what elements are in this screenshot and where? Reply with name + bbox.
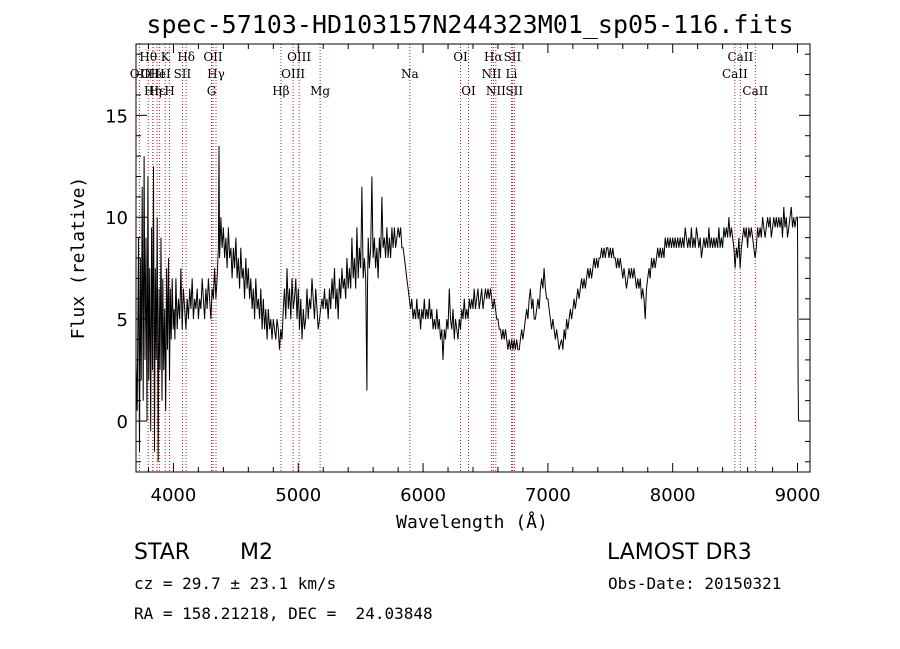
spectral-line-label: CaII: [722, 67, 748, 81]
spectral-line-label: NII: [486, 84, 506, 98]
spectral-line-label: Li: [506, 67, 518, 81]
y-tick-label: 0: [117, 412, 128, 433]
spectrum-series-line: [135, 145, 799, 462]
x-tick-label: 5000: [275, 485, 321, 506]
spectral-line-label: OI: [461, 84, 476, 98]
spectral-line-label: OIII: [281, 67, 305, 81]
spectral-line-label: Hε: [149, 84, 166, 98]
y-tick-label: 15: [105, 106, 128, 127]
spectral-line-label: G: [207, 84, 217, 98]
plot-frame: [135, 43, 811, 473]
survey-name: LAMOST DR3: [607, 540, 752, 565]
spectral-line-label: OI: [453, 50, 468, 64]
x-axis-label: Wavelength (Å): [396, 511, 548, 533]
x-tick-label: 6000: [400, 485, 446, 506]
spectral-line-label: CaII: [742, 84, 768, 98]
x-tick-label: 7000: [525, 485, 571, 506]
spectral-line-label: Hδ: [177, 50, 195, 64]
x-tick-label: 4000: [151, 485, 197, 506]
spectral-line-label: K: [161, 50, 171, 64]
y-axis-label: Flux (relative): [68, 177, 89, 340]
spectral-line-label: H: [164, 84, 174, 98]
spectral-line-label: Mg: [310, 84, 330, 98]
coordinates-text: RA = 158.21218, DEC = 24.03848: [134, 604, 433, 623]
y-tick-label: 10: [105, 208, 128, 229]
spectral-line-label: SII: [174, 67, 192, 81]
spectral-line-label: Na: [401, 67, 419, 81]
x-tick-label: 8000: [650, 485, 696, 506]
chart-title: spec-57103-HD103157N244323M01_sp05-116.f…: [146, 10, 793, 39]
spectral-line-label: NII: [481, 67, 501, 81]
spectral-line-label: SII: [504, 50, 522, 64]
object-subclass: M2: [240, 540, 273, 565]
object-class: STAR: [134, 540, 191, 565]
spectral-line-label: Hη: [144, 84, 162, 98]
x-tick-label: 9000: [775, 485, 821, 506]
spectral-line-label: Hγ: [207, 67, 225, 81]
spectral-line-label: OIII: [287, 50, 311, 64]
x-axis-ticks: 4000 5000 6000 7000 8000 9000: [147, 44, 821, 506]
spectral-line-label: OIII: [141, 67, 165, 81]
y-axis-ticks: 0 5 10 15: [105, 53, 810, 463]
spectral-line-label: OII: [203, 50, 223, 64]
redshift-text: cz = 29.7 ± 23.1 km/s: [134, 574, 337, 593]
spectral-line-label: CaII: [727, 50, 753, 64]
spectral-line-label: Hθ: [139, 50, 157, 64]
spectral-line-label: Hβ: [272, 84, 289, 98]
spectral-line-label: SII: [505, 84, 523, 98]
spectral-line-label: HeI: [148, 67, 171, 81]
obs-date-text: Obs-Date: 20150321: [608, 574, 782, 593]
spectral-line-label: OII: [130, 67, 150, 81]
spectral-line-label: Hα: [484, 50, 503, 64]
y-tick-label: 5: [117, 310, 128, 331]
